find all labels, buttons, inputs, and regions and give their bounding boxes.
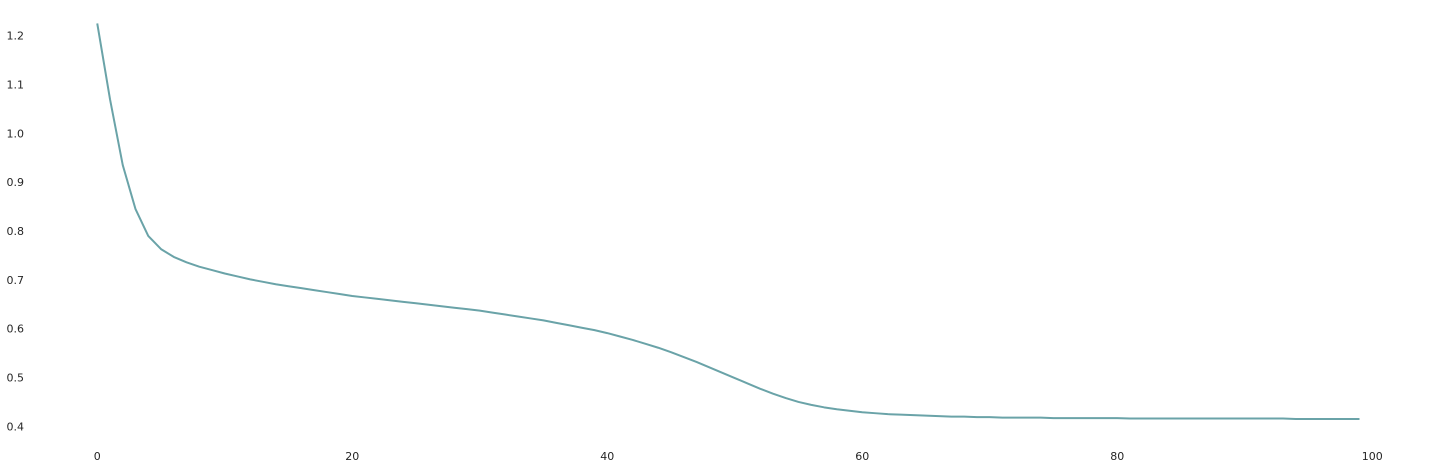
x-tick-label: 60 <box>855 450 869 463</box>
y-tick-label: 0.9 <box>7 176 25 189</box>
y-axis: 0.4 0.5 0.6 0.7 0.8 0.9 1.0 1.1 1.2 <box>7 30 25 434</box>
x-tick-label: 80 <box>1110 450 1124 463</box>
y-tick-label: 0.4 <box>7 420 25 433</box>
y-tick-label: 0.6 <box>7 323 25 336</box>
x-tick-label: 100 <box>1362 450 1383 463</box>
x-tick-label: 40 <box>600 450 614 463</box>
y-tick-label: 0.5 <box>7 372 25 385</box>
plot-area <box>96 23 1360 421</box>
y-tick-label: 1.0 <box>7 127 25 140</box>
y-tick-label: 0.7 <box>7 274 25 287</box>
y-tick-label: 1.1 <box>7 79 25 92</box>
x-tick-label: 0 <box>94 450 101 463</box>
x-axis: 0 20 40 60 80 100 <box>94 450 1383 463</box>
y-tick-label: 0.8 <box>7 225 25 238</box>
y-tick-label: 1.2 <box>7 30 25 43</box>
series-line <box>96 23 1360 421</box>
x-tick-label: 20 <box>345 450 359 463</box>
